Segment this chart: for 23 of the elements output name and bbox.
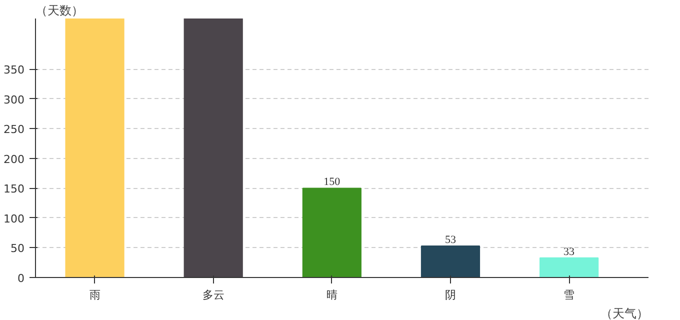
y-tick-label: 50 bbox=[10, 242, 25, 256]
bar bbox=[184, 18, 243, 278]
bar bbox=[540, 257, 599, 278]
x-tick-label: 雪 bbox=[564, 288, 575, 302]
y-tick-label: 100 bbox=[4, 212, 25, 226]
y-tick-label: 250 bbox=[4, 123, 25, 136]
x-tick-label: 阴 bbox=[444, 288, 456, 302]
data-label: 53 bbox=[444, 234, 456, 246]
x-axis-title: （天气） bbox=[600, 306, 648, 320]
bar bbox=[65, 18, 124, 278]
data-label: 150 bbox=[324, 176, 341, 188]
x-tick-label: 晴 bbox=[326, 288, 338, 302]
y-axis-title: （天数） bbox=[36, 4, 84, 18]
y-tick-label: 200 bbox=[4, 152, 25, 166]
y-tick-label: 300 bbox=[4, 93, 25, 106]
bar bbox=[302, 188, 362, 278]
y-tick-label: 0 bbox=[18, 272, 24, 285]
y-tick-label: 150 bbox=[4, 182, 25, 196]
x-tick-label: 多云 bbox=[202, 288, 224, 302]
y-tick-label: 350 bbox=[4, 64, 25, 77]
bar bbox=[420, 245, 480, 278]
data-label: 33 bbox=[564, 246, 576, 258]
x-tick-label: 雨 bbox=[89, 288, 100, 302]
